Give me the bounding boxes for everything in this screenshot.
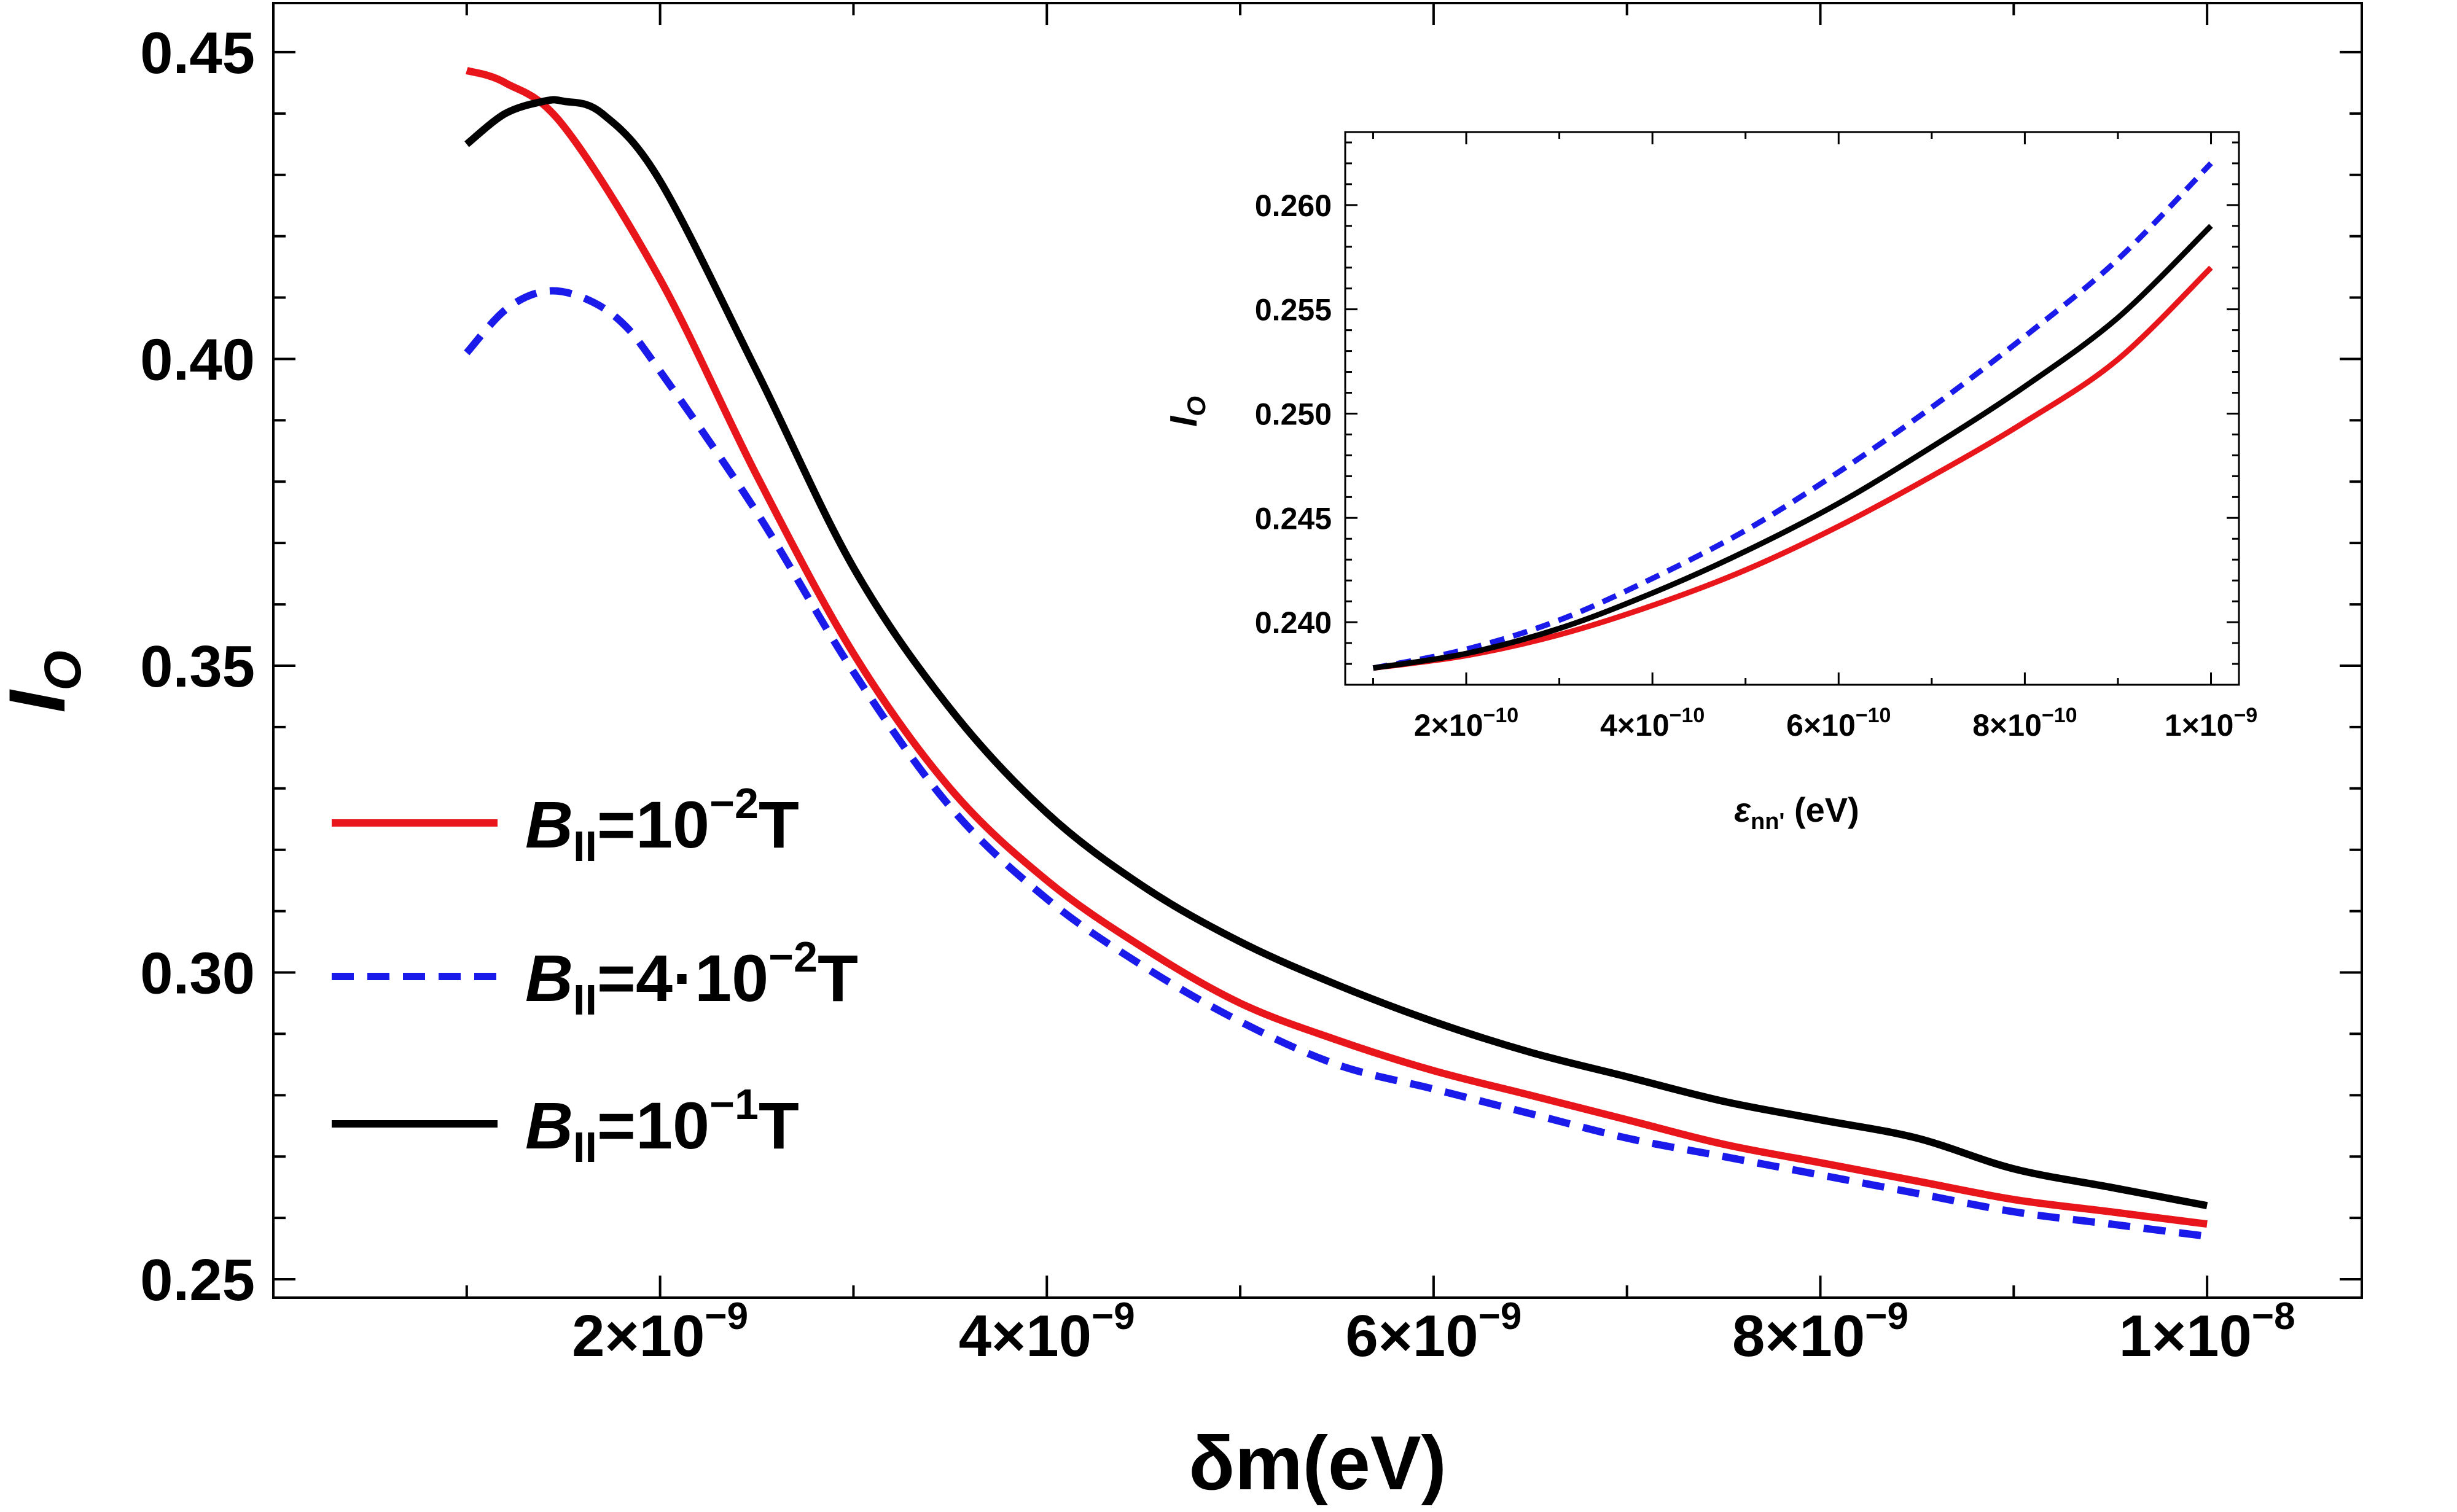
inset-y-tick-label-0: 0.240 <box>1255 606 1332 640</box>
inset-ylabel-main: I <box>1163 415 1205 427</box>
legend-label-black: BII=10−1T <box>525 1080 799 1171</box>
main-x-tick-label-3: 8×10−9 <box>1732 1295 1908 1369</box>
inset-xlabel-sub: nn' <box>1751 809 1784 835</box>
main-y-tick-label-0: 0.25 <box>140 1247 255 1313</box>
inset-y-tick-label-2: 0.250 <box>1255 397 1332 431</box>
main-x-tick-label-0: 2×10−9 <box>572 1295 748 1369</box>
main-plot-frame <box>272 2 2363 1299</box>
main-x-tick-label-2: 6×10−9 <box>1345 1295 1521 1369</box>
main-ylabel-sub: O <box>34 650 92 690</box>
main-ylabel: IO <box>0 650 92 712</box>
main-y-tick-label-3: 0.40 <box>140 327 255 392</box>
main-y-tick-label-4: 0.45 <box>140 20 255 86</box>
inset-series-line-0 <box>1372 265 2213 671</box>
inset-ylabel-sub: O <box>1182 396 1211 416</box>
legend-entry-black: BII=10−1T <box>332 1080 799 1171</box>
inset-x-tick-label-2: 6×10−10 <box>1786 704 1891 742</box>
main-ylabel-main: I <box>0 689 82 713</box>
inset-x-tick-label-1: 4×10−10 <box>1600 704 1705 742</box>
inset-series-group <box>1372 161 2213 671</box>
main-series-line-1 <box>464 287 2208 1241</box>
main-xlabel: δm(eV) <box>1189 1421 1447 1506</box>
inset-y-tick-label-1: 0.245 <box>1255 501 1332 536</box>
inset-y-tick-label-4: 0.260 <box>1255 189 1332 223</box>
inset-y-tick-label-3: 0.255 <box>1255 293 1332 327</box>
legend-entry-red: BII=10−2T <box>332 779 799 870</box>
main-y-tick-label-1: 0.30 <box>140 941 255 1007</box>
main-y-tick-label-2: 0.35 <box>140 634 255 699</box>
inset-background <box>1345 132 2239 685</box>
main-x-tick-label-1: 4×10−9 <box>959 1295 1135 1369</box>
inset-plot-frame <box>1344 131 2240 686</box>
inset-series-line-1 <box>1372 161 2213 671</box>
inset-series-line-2 <box>1372 224 2213 671</box>
inset-x-tick-label-0: 2×10−10 <box>1414 704 1518 742</box>
inset-xlabel-unit: (eV) <box>1784 790 1859 829</box>
legend: BII=10−2T BII=4·10−2T BII=10−1T <box>332 779 858 1171</box>
main-series-group <box>464 67 2208 1241</box>
inset-ylabel: IO <box>1163 396 1211 427</box>
inset-x-tick-label-4: 1×10−9 <box>2165 704 2257 742</box>
main-series-line-2 <box>464 96 2208 1209</box>
inset-xlabel-main: ε <box>1734 790 1751 829</box>
legend-label-blue: BII=4·10−2T <box>525 933 858 1024</box>
inset-axis-ticks: 0.240 0.245 0.250 0.255 0.260 2×10−10 4×10−10 6… <box>1255 132 2257 742</box>
main-x-tick-label-4: 1×10−8 <box>2119 1295 2295 1369</box>
main-series-line-0 <box>466 67 2208 1228</box>
inset-xlabel: εnn' (eV) <box>1734 790 1859 835</box>
main-axis-ticks: 0.25 0.30 0.35 0.40 0.45 2×10−9 4×10−9 6×10−9 8×… <box>140 3 2362 1369</box>
inset-x-tick-label-3: 8×10−10 <box>1972 704 2077 742</box>
legend-entry-blue: BII=4·10−2T <box>332 933 858 1024</box>
legend-label-red: BII=10−2T <box>525 779 799 870</box>
